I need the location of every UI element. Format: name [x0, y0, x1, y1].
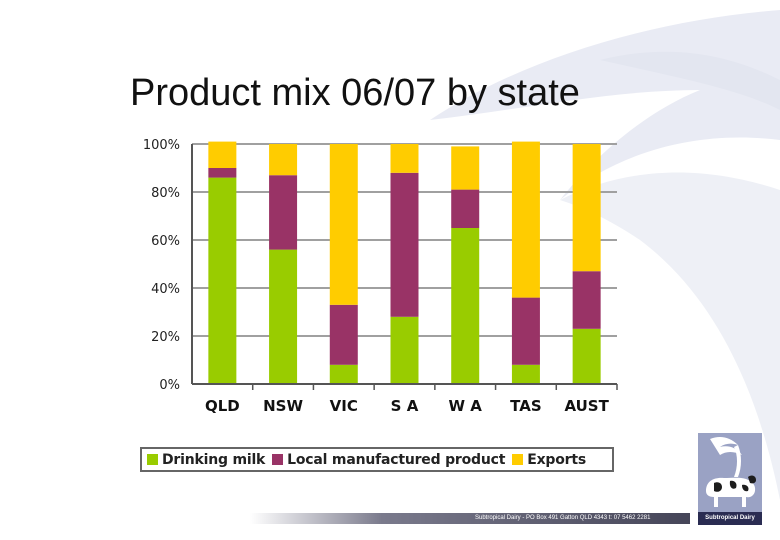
chart-legend: Drinking milk Local manufactured product E…: [140, 447, 614, 472]
bar-segment: [390, 172, 419, 317]
y-tick-label: 100%: [143, 138, 180, 153]
x-category-label: S A: [391, 397, 419, 415]
cow-palm-logo-icon: [706, 437, 756, 507]
legend-label: Exports: [527, 451, 586, 468]
slide-title: Product mix 06/07 by state: [130, 72, 580, 114]
bar-segment: [329, 364, 358, 384]
bar-segment: [451, 189, 480, 228]
y-tick-label: 60%: [151, 234, 180, 249]
x-category-label: W A: [449, 397, 483, 415]
bar-segment: [329, 144, 358, 305]
bar-segment: [451, 146, 480, 190]
bar-segment: [269, 175, 298, 250]
legend-item: Local manufactured product: [272, 452, 505, 468]
legend-swatch: [272, 454, 284, 465]
bar-segment: [572, 271, 601, 329]
legend-item: Drinking milk: [147, 452, 265, 468]
legend-swatch: [512, 454, 524, 465]
x-category-label: VIC: [330, 397, 358, 415]
subtropical-dairy-logo: Subtropical Dairy: [698, 433, 762, 525]
bar-segment: [511, 297, 540, 365]
x-category-label: QLD: [205, 397, 240, 415]
bar-segment: [511, 364, 540, 384]
x-category-label: NSW: [263, 397, 303, 415]
y-tick-label: 20%: [151, 330, 180, 345]
bar-segment: [208, 177, 237, 384]
bar-segment: [269, 144, 298, 176]
y-tick-label: 0%: [159, 378, 180, 393]
legend-label: Drinking milk: [162, 451, 266, 468]
legend-label: Local manufactured product: [287, 451, 506, 468]
footer-contact-text: Subtropical Dairy - PO Box 491 Gatton QL…: [475, 515, 651, 521]
bar-segment: [572, 144, 601, 272]
bar-segment: [208, 168, 237, 178]
bar-segment: [390, 316, 419, 384]
bar-segment: [269, 249, 298, 384]
bar-segment: [390, 144, 419, 173]
legend-item: Exports: [512, 452, 586, 468]
x-category-label: AUST: [564, 397, 609, 415]
legend-swatch: [147, 454, 158, 465]
bar-segment: [329, 304, 358, 365]
logo-label: Subtropical Dairy: [698, 512, 762, 525]
y-tick-label: 80%: [151, 186, 180, 201]
x-category-label: TAS: [510, 397, 541, 415]
y-tick-label: 40%: [151, 282, 180, 297]
bar-segment: [511, 141, 540, 298]
bar-segment: [451, 228, 480, 384]
bar-segment: [208, 141, 237, 168]
bar-segment: [572, 328, 601, 384]
footer-bar: [250, 513, 690, 524]
